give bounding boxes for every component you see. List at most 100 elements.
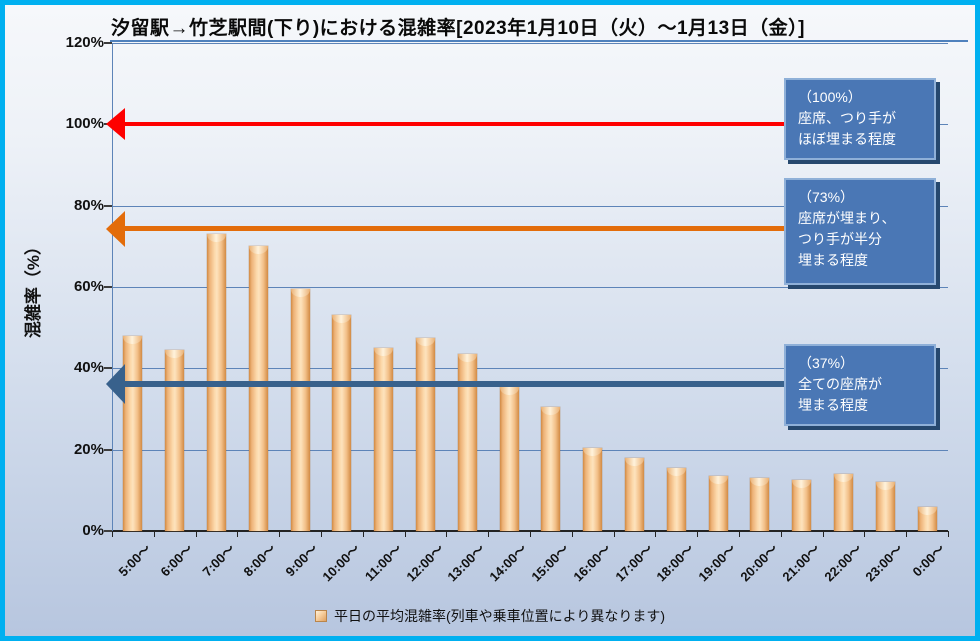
- gridline-60%: [112, 287, 948, 288]
- arrow-head-capacity-100: [106, 108, 125, 141]
- y-tick-label: 100%: [65, 115, 104, 133]
- note-box-capacity-37: （37%） 全ての座席が 埋まる程度: [784, 344, 936, 426]
- note-box-line: 埋まる程度: [798, 252, 868, 268]
- x-tick-label: 19:00～: [695, 541, 739, 585]
- x-tick-label: 22:00～: [820, 541, 865, 585]
- bar-0:00～: [917, 506, 937, 531]
- y-tick-label: 120%: [65, 34, 104, 51]
- x-tick: [613, 531, 615, 537]
- gridline-20%: [112, 449, 948, 451]
- bar-16:00～: [583, 447, 603, 531]
- bar-13:00～: [457, 354, 477, 531]
- y-tick-label: 80%: [73, 196, 104, 214]
- y-tick: [104, 204, 112, 207]
- x-tick-label: 18:00～: [653, 541, 698, 585]
- x-tick-label: 14:00～: [486, 541, 530, 585]
- chart-title: 汐留駅→竹芝駅間(下り)における混雑率[2023年1月10日（火）～1月13日（…: [111, 18, 805, 39]
- bar-series-swatch-icon: [314, 610, 327, 622]
- x-tick: [571, 531, 573, 537]
- y-tick: [104, 448, 112, 451]
- bar-22:00～: [834, 474, 853, 531]
- note-box-line: （100%）: [798, 89, 862, 105]
- bar-23:00～: [875, 482, 895, 531]
- x-tick-label: 6:00～: [157, 541, 196, 580]
- x-tick: [321, 531, 322, 537]
- legend-label: 平日の平均混雑率(列車や乗車位置により異なります): [333, 608, 666, 624]
- x-tick: [780, 531, 782, 537]
- y-tick-label: 0%: [82, 522, 104, 539]
- x-tick: [739, 531, 740, 537]
- note-box-line: ほぼ埋まる程度: [798, 131, 896, 147]
- note-box-line: 座席が埋まり、: [798, 210, 896, 226]
- note-box-capacity-100: （100%） 座席、つり手が ほぼ埋まる程度: [784, 78, 936, 160]
- y-tick-label: 20%: [73, 440, 104, 458]
- x-tick-label: 5:00～: [115, 541, 154, 580]
- x-tick: [446, 531, 448, 537]
- gridline-120%: [112, 43, 948, 44]
- bar-14:00～: [499, 386, 519, 531]
- x-tick-label: 21:00～: [779, 541, 823, 585]
- bar-9:00～: [290, 289, 310, 531]
- bar-6:00～: [165, 350, 185, 531]
- x-tick-label: 16:00～: [570, 541, 614, 585]
- title-underline: [110, 40, 968, 42]
- bar-15:00～: [541, 406, 561, 531]
- x-tick: [237, 531, 239, 537]
- x-tick: [906, 531, 908, 537]
- note-box-line: （37%）: [798, 355, 855, 371]
- y-tick-label: 60%: [73, 278, 104, 295]
- note-box-line: （73%）: [798, 189, 855, 205]
- note-box-line: つり手が半分: [798, 231, 882, 247]
- y-tick-label: 40%: [73, 359, 104, 377]
- y-tick: [104, 42, 112, 44]
- x-tick: [948, 531, 949, 537]
- bar-17:00～: [625, 457, 644, 531]
- x-tick-label: 11:00～: [361, 541, 405, 584]
- bar-20:00～: [750, 478, 770, 531]
- note-box-line: 座席、つり手が: [798, 110, 896, 126]
- x-tick-label: 15:00～: [528, 541, 572, 585]
- arrow-capacity-37: [125, 380, 784, 387]
- gridline-40%: [112, 368, 948, 370]
- x-tick-label: 13:00～: [444, 541, 489, 585]
- x-tick-label: 20:00～: [737, 541, 781, 585]
- arrow-head-capacity-73: [106, 210, 125, 247]
- x-tick-label: 17:00～: [611, 541, 656, 585]
- x-tick-label: 9:00～: [282, 541, 321, 580]
- x-tick: [404, 531, 406, 537]
- x-tick-label: 0:00～: [909, 541, 948, 580]
- legend: 平日の平均混雑率(列車や乗車位置により異なります): [5, 606, 975, 626]
- x-tick-label: 7:00～: [199, 541, 238, 580]
- arrow-capacity-100: [125, 122, 784, 127]
- x-tick: [488, 531, 490, 537]
- gridline-80%: [112, 205, 948, 207]
- x-tick: [362, 531, 364, 537]
- bar-19:00～: [708, 476, 728, 531]
- bar-12:00～: [416, 337, 435, 531]
- x-tick: [112, 531, 113, 537]
- x-tick: [655, 531, 657, 537]
- x-tick: [697, 531, 699, 537]
- arrow-capacity-73: [125, 226, 784, 232]
- bar-5:00～: [123, 335, 143, 531]
- arrow-head-capacity-37: [106, 363, 125, 404]
- bar-8:00～: [248, 246, 268, 531]
- bar-10:00～: [332, 315, 352, 531]
- x-tick: [530, 531, 531, 537]
- x-tick: [822, 531, 824, 537]
- x-tick-label: 8:00～: [240, 541, 280, 580]
- note-box-line: 全ての座席が: [798, 376, 882, 392]
- x-tick-label: 10:00～: [319, 541, 363, 585]
- note-box-line: 埋まる程度: [798, 397, 868, 413]
- y-axis-line: [112, 43, 113, 531]
- bar-18:00～: [666, 467, 686, 531]
- x-tick: [195, 531, 197, 537]
- note-box-capacity-73: （73%） 座席が埋まり、 つり手が半分 埋まる程度: [784, 178, 936, 285]
- x-tick: [279, 531, 281, 537]
- bar-11:00～: [374, 348, 394, 531]
- bar-21:00～: [792, 480, 812, 531]
- x-tick-label: 23:00～: [862, 541, 907, 585]
- x-tick: [153, 531, 155, 537]
- y-tick: [104, 530, 112, 532]
